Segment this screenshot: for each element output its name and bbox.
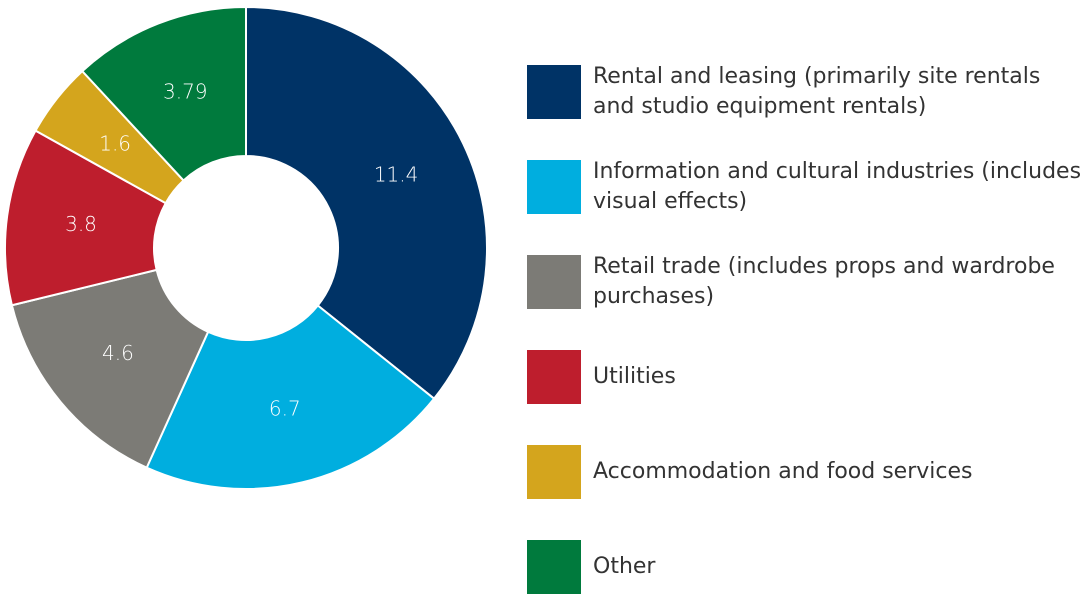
donut-slice xyxy=(145,304,436,490)
donut-slice xyxy=(245,5,488,401)
legend-label: Rental and leasing (primarily site renta… xyxy=(593,63,1041,119)
legend-label: Accommodation and food services xyxy=(593,458,973,484)
legend-swatch xyxy=(527,159,581,214)
donut-slice xyxy=(10,268,210,469)
donut-slice xyxy=(4,129,168,307)
legend-swatch xyxy=(527,254,581,309)
donut-slice xyxy=(80,5,247,182)
legend-swatch xyxy=(527,64,581,119)
legend-item: Information and cultural industries (inc… xyxy=(527,139,1091,234)
legend: Rental and leasing (primarily site renta… xyxy=(527,44,1091,614)
legend-label: Other xyxy=(593,553,656,579)
data-label: 6.7 xyxy=(269,396,301,420)
legend-label: Information and cultural industries (inc… xyxy=(593,158,1082,214)
legend-item: Retail trade (includes props and wardrob… xyxy=(527,234,1091,329)
page: {"chart_data": {"type": "donut", "catego… xyxy=(4,5,1082,594)
data-label: 3.8 xyxy=(65,212,97,236)
data-label: 3.79 xyxy=(163,79,208,103)
legend-item: Rental and leasing (primarily site renta… xyxy=(527,44,1091,139)
legend-item: Accommodation and food services xyxy=(527,424,1091,519)
legend-swatch xyxy=(527,444,581,499)
data-label: 11.4 xyxy=(374,162,419,186)
data-label: 4.6 xyxy=(102,341,134,365)
donut-chart: 11.4 6.7 4.6 3.8 1.6 3.79 xyxy=(4,5,488,490)
data-label: 1.6 xyxy=(99,132,131,156)
legend-swatch xyxy=(527,539,581,594)
legend-item: Utilities xyxy=(527,329,1091,424)
legend-item: Other xyxy=(527,519,1091,614)
legend-label: Retail trade (includes props and wardrob… xyxy=(593,253,1055,309)
legend-label: Utilities xyxy=(593,363,676,389)
legend-swatch xyxy=(527,349,581,404)
